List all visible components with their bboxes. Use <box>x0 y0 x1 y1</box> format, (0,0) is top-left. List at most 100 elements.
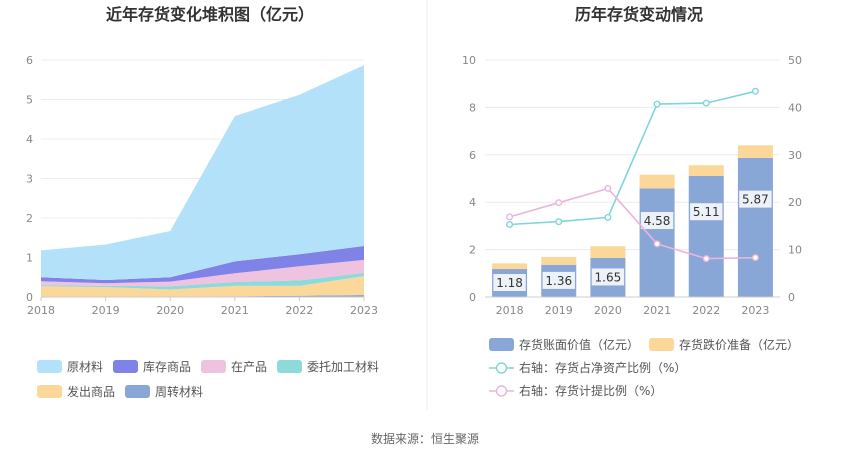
right-x-tick-label: 2021 <box>643 304 671 317</box>
bar-data-label-bg <box>640 212 674 230</box>
line-point-line_ratio <box>555 218 563 226</box>
left-legend-swatch-wip <box>201 360 226 373</box>
right-legend-marker-line_ratio <box>495 362 508 374</box>
bar-data-label-bg <box>493 274 526 292</box>
left-axis: 0 1 2 3 4 5 6 2018 2019 2020 2021 2022 2023 <box>26 54 378 317</box>
bar-data-label: 4.58 <box>644 214 671 228</box>
bar-data-label-bg <box>542 271 575 289</box>
bar-data-label: 1.18 <box>496 276 523 290</box>
left-x-tick-label: 2021 <box>221 304 249 317</box>
left-y-tick-label: 4 <box>26 133 33 146</box>
right-y-tick-label: 6 <box>469 149 476 162</box>
bar-book-value <box>688 175 724 297</box>
left-y-tick-label: 6 <box>26 54 33 67</box>
right-legend-swatch-book <box>489 338 514 351</box>
line-point-line_ratio <box>506 220 514 228</box>
area-stock_goods <box>41 246 364 284</box>
right-y2-tick-label: 20 <box>788 196 802 209</box>
left-legend-label-shipped: 发出商品 <box>67 384 115 399</box>
right-y2-tick-label: 40 <box>788 101 802 114</box>
left-y-tick-label: 2 <box>26 212 33 225</box>
left-legend-label-stock_goods: 库存商品 <box>143 359 191 374</box>
chart-title-left: 近年存货变化堆积图（亿元） <box>106 5 314 24</box>
right-x-tick-label: 2019 <box>545 304 573 317</box>
line-point-line_provision <box>702 255 710 263</box>
data-source-footer: 数据来源：恒生聚源 <box>371 431 479 446</box>
left-x-tick-label: 2018 <box>27 304 55 317</box>
right-y2-tick-label: 10 <box>788 244 802 257</box>
left-legend-label-raw_materials: 原材料 <box>67 360 103 374</box>
bar-data-label-bg <box>591 268 625 286</box>
line-point-line_ratio <box>653 100 661 108</box>
left-y-tick-label: 1 <box>26 252 33 265</box>
right-legend-label-line_provision: 右轴：存货计提比例（%） <box>519 383 662 398</box>
right-line-series <box>506 87 759 263</box>
bar-reserve <box>639 174 675 189</box>
bar-data-label-bg <box>739 190 772 208</box>
right-y2-tick-label: 50 <box>788 54 802 67</box>
chart-title-right: 历年存货变动情况 <box>575 5 703 24</box>
bar-reserve <box>590 246 626 258</box>
bar-data-label: 1.65 <box>595 270 622 284</box>
left-legend-swatch-turnover <box>125 385 150 398</box>
left-legend-label-consigned: 委托加工材料 <box>307 360 379 374</box>
line-point-line_ratio <box>604 213 612 221</box>
right-legend-marker-line_provision <box>495 385 508 397</box>
line-line_provision <box>509 187 756 260</box>
right-x-tick-label: 2020 <box>594 304 622 317</box>
line-point-line_ratio <box>702 99 710 107</box>
line-point-line_ratio <box>751 87 759 95</box>
right-y-tick-label: 0 <box>469 291 476 304</box>
line-point-line_provision <box>653 240 661 248</box>
line-point-line_provision <box>555 199 563 207</box>
right-y-tick-label: 2 <box>469 244 476 257</box>
bar-reserve <box>688 165 724 176</box>
bar-data-label: 1.36 <box>545 274 572 288</box>
right-legend-label-reserve: 存货跌价准备（亿元） <box>679 337 799 352</box>
left-legend-label-wip: 在产品 <box>231 360 267 374</box>
left-legend-swatch-shipped <box>37 385 62 398</box>
left-legend-swatch-consigned <box>277 360 302 373</box>
left-x-tick-label: 2022 <box>285 304 313 317</box>
bar-data-label-bg <box>690 203 723 221</box>
area-raw_materials <box>41 65 364 280</box>
right-x-tick-label: 2023 <box>741 304 769 317</box>
right-legend: 存货账面价值（亿元） 存货跌价准备（亿元） 右轴：存货占净资产比例（%） 右轴：存货计… <box>489 337 799 398</box>
right-y-tick-label: 4 <box>469 196 476 209</box>
area-wip <box>41 259 364 287</box>
right-x-tick-label: 2018 <box>496 304 524 317</box>
right-legend-label-book: 存货账面价值（亿元） <box>519 337 639 352</box>
left-y-tick-label: 3 <box>26 173 33 186</box>
left-y-tick-label: 5 <box>26 94 33 107</box>
bar-data-label: 5.87 <box>742 193 769 207</box>
right-y-tick-label: 10 <box>462 54 476 67</box>
bar-reserve <box>737 145 773 158</box>
left-x-tick-label: 2020 <box>156 304 184 317</box>
area-consigned <box>41 272 364 290</box>
right-axis: 0 2 4 6 8 10 0 10 20 30 40 50 2018 2019 2020 2021 2022 20… <box>462 54 802 317</box>
right-legend-swatch-reserve <box>649 338 674 351</box>
line-line_ratio <box>509 90 756 226</box>
line-point-line_provision <box>506 213 514 221</box>
line-point-line_provision <box>604 184 612 192</box>
bar-book-value <box>737 157 773 297</box>
right-y2-tick-label: 0 <box>788 291 795 304</box>
left-x-tick-label: 2019 <box>92 304 120 317</box>
left-legend-swatch-raw_materials <box>37 360 62 373</box>
bar-data-label: 5.11 <box>693 205 720 219</box>
right-x-tick-label: 2022 <box>692 304 720 317</box>
right-bar-series: 1.18 1.36 1.65 4.58 5.11 5.87 <box>492 145 773 297</box>
left-legend-swatch-stock_goods <box>113 360 138 373</box>
right-gridlines <box>485 59 780 251</box>
bar-reserve <box>541 256 577 265</box>
left-legend-label-turnover: 周转材料 <box>155 384 203 399</box>
right-y2-tick-label: 30 <box>788 149 802 162</box>
line-point-line_provision <box>751 254 759 262</box>
right-legend-label-line_ratio: 右轴：存货占净资产比例（%） <box>519 360 686 375</box>
bar-reserve <box>492 263 528 270</box>
area-shipped <box>41 276 364 297</box>
right-y-tick-label: 8 <box>469 101 476 114</box>
